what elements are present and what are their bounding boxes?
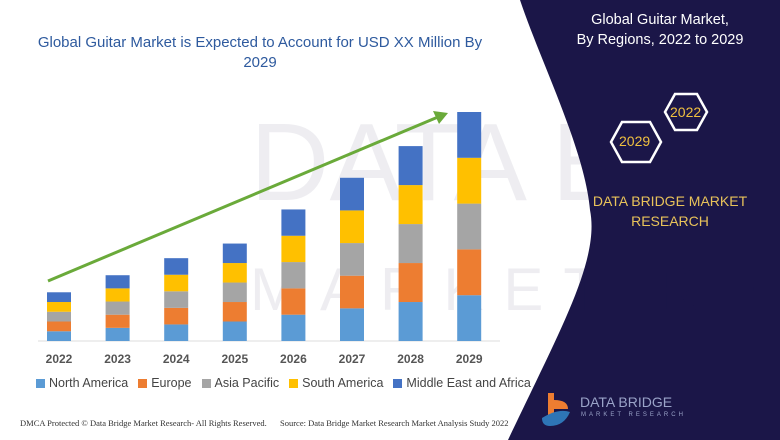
bar-segment	[105, 288, 130, 302]
svg-text:DATA BRIDGE: DATA BRIDGE	[250, 101, 780, 224]
trend-arrow	[47, 115, 439, 283]
legend-swatch	[36, 378, 45, 388]
bar-segment	[340, 210, 364, 244]
bar-segment	[398, 146, 423, 186]
x-tick-label: 2029	[456, 352, 483, 366]
x-tick-label: 2023	[104, 352, 131, 366]
bar-segment	[47, 302, 71, 312]
bar-segment	[47, 292, 71, 303]
hex-year-2029: 2029	[619, 133, 651, 149]
bar-segment	[340, 308, 364, 341]
side-panel	[508, 0, 780, 440]
bar-segment	[340, 275, 364, 309]
x-tick-label: 2026	[280, 352, 307, 366]
hex-year-2022: 2022	[670, 104, 702, 120]
hexagon-2029	[609, 120, 663, 164]
bar-segment	[281, 235, 306, 263]
bar-segment	[47, 331, 71, 341]
bar-segment	[457, 157, 482, 204]
bar-segment	[398, 224, 423, 264]
bar-segment	[222, 282, 247, 303]
legend-label: Europe	[151, 376, 192, 390]
x-tick-label: 2028	[397, 352, 424, 366]
brand-text: DATA BRIDGE MARKET RESEARCH	[580, 191, 760, 231]
x-tick-label: 2022	[46, 352, 73, 366]
bar-segment	[105, 301, 130, 315]
bar-segment	[457, 295, 482, 341]
bar-segment	[457, 249, 482, 296]
bar-segment	[47, 321, 71, 332]
hexagon-2022	[663, 92, 709, 132]
bar-segment	[281, 288, 306, 315]
side-title-line2: By Regions, 2022 to 2029	[576, 32, 744, 48]
bar-segment	[281, 262, 306, 289]
bar-segment	[105, 314, 130, 328]
side-title-line1: Global Guitar Market,	[591, 12, 729, 28]
legend-item: North America	[36, 376, 128, 390]
bar-segment	[164, 324, 189, 341]
chart-title: Global Guitar Market is Expected to Acco…	[37, 34, 483, 71]
legend-label: South America	[302, 376, 384, 390]
legend-swatch	[289, 378, 299, 388]
legend: North America Europe Asia Pacific South …	[36, 376, 531, 390]
bar-segment	[164, 291, 189, 308]
bar-segment	[47, 311, 71, 322]
bar-segment	[398, 263, 423, 303]
bar-segment	[222, 302, 247, 322]
bar-segment	[164, 258, 189, 275]
x-tick-label: 2027	[339, 352, 366, 366]
bar-segment	[222, 263, 247, 283]
bar-segment	[281, 209, 306, 236]
legend-item: Europe	[138, 376, 192, 390]
legend-item: Middle East and Africa	[393, 376, 531, 390]
logo-text: DATA BRIDGE	[580, 394, 673, 410]
x-tick-label: 2025	[221, 352, 248, 366]
bar-segment	[164, 307, 189, 325]
bar-segment	[398, 302, 423, 341]
footer-copyright: DMCA Protected © Data Bridge Market Rese…	[20, 418, 267, 428]
legend-swatch	[138, 378, 148, 388]
watermark: DATA BRIDGE MARKET RESEARCH	[250, 101, 780, 323]
chart-area: 2022 2023 2024 2025 2026 2027 2028 2029	[38, 111, 500, 366]
side-title: Global Guitar Market, By Regions, 2022 t…	[560, 10, 760, 50]
legend-item: South America	[289, 376, 383, 390]
bar-segment	[340, 177, 364, 211]
bar-segment	[105, 275, 130, 289]
bar-segment	[340, 243, 364, 276]
bar-segment	[164, 274, 189, 292]
bar-segment	[457, 203, 482, 250]
bar-segment	[222, 243, 247, 264]
bar-segment	[281, 314, 306, 341]
legend-label: Middle East and Africa	[406, 376, 531, 390]
legend-label: Asia Pacific	[214, 376, 280, 390]
bar-segment	[222, 321, 247, 341]
bar-segment	[398, 185, 423, 225]
logo-subtext: MARKET RESEARCH	[581, 412, 686, 418]
legend-item: Asia Pacific	[201, 376, 280, 390]
legend-swatch	[201, 378, 211, 388]
bar-segment	[457, 112, 482, 158]
footer-source: Source: Data Bridge Market Research Mark…	[280, 418, 509, 428]
logo-icon	[542, 393, 570, 426]
svg-text:MARKET RESEARCH: MARKET RESEARCH	[250, 256, 780, 323]
legend-label: North America	[49, 376, 129, 390]
brand-line1: DATA BRIDGE MARKET	[592, 193, 748, 209]
x-tick-label: 2024	[163, 352, 190, 366]
brand-line2: RESEARCH	[631, 213, 709, 229]
arrow-head-icon	[433, 111, 448, 124]
bar-segment	[105, 327, 130, 341]
legend-swatch	[393, 378, 403, 388]
